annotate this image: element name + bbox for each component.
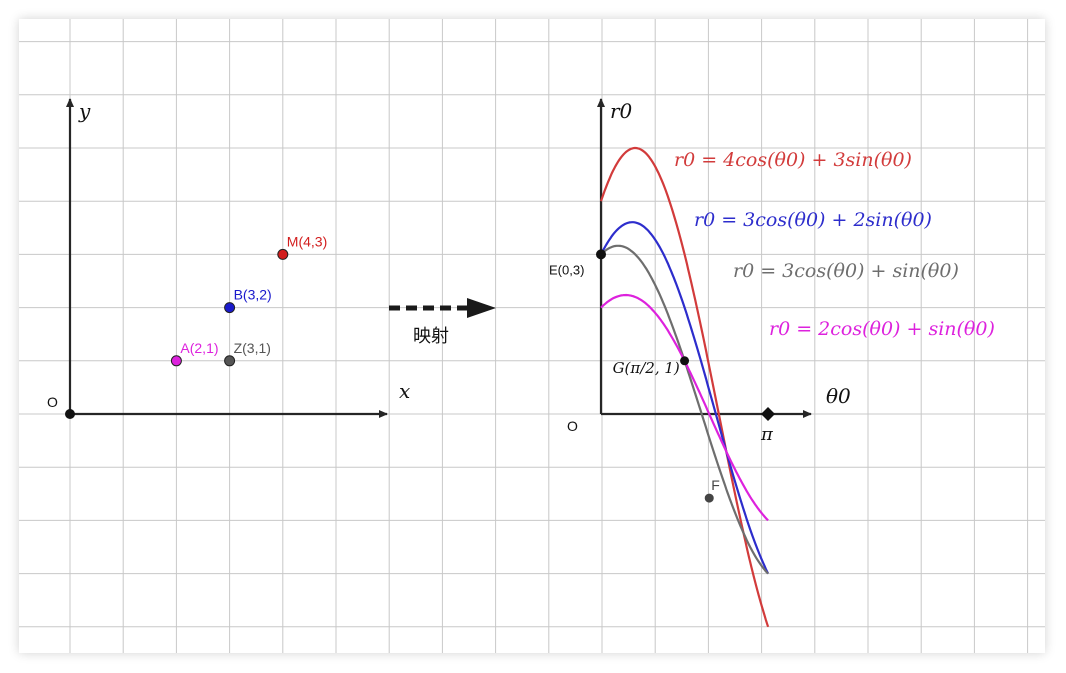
theta-axis-label: θ0 <box>826 384 851 408</box>
geogebra-canvas[interactable]: O x y A(2,1) Z(3,1) B(3,2) M(4,3) 映射 O θ0 r… <box>19 19 1045 653</box>
right-point-label-0: E(0,3) <box>549 262 584 277</box>
right-point-label-1: G(π/2, 1) <box>613 359 680 377</box>
left-origin-point[interactable] <box>65 409 75 419</box>
right-points-layer: E(0,3) G(π/2, 1) F <box>549 249 720 503</box>
right-origin-label: O <box>567 418 578 434</box>
left-point-0[interactable] <box>170 355 182 367</box>
mapping-label: 映射 <box>413 326 449 347</box>
pi-tick-label: π <box>760 424 774 445</box>
equation-label-1: r0 = 3cos(θ0) + 2sin(θ0) <box>694 209 932 231</box>
left-point-2[interactable] <box>224 302 236 314</box>
left-y-axis-label: y <box>78 99 91 123</box>
curve-1[interactable] <box>600 221 770 575</box>
right-point-label-2: F <box>711 477 720 493</box>
left-point-label-1: Z(3,1) <box>234 340 271 356</box>
left-point-label-3: M(4,3) <box>287 233 327 249</box>
right-point-0[interactable] <box>596 249 606 260</box>
left-coordinate-plane: O x y A(2,1) Z(3,1) B(3,2) M(4,3) <box>47 98 410 419</box>
left-point-1[interactable] <box>224 355 236 367</box>
background-grid <box>19 19 1045 653</box>
r-axis-label: r0 <box>610 99 633 123</box>
left-point-label-0: A(2,1) <box>180 340 218 356</box>
curve-0[interactable] <box>599 146 770 628</box>
left-origin-label: O <box>47 394 58 410</box>
pi-marker-diamond <box>761 407 775 421</box>
left-point-3[interactable] <box>277 248 289 260</box>
equation-label-0: r0 = 4cos(θ0) + 3sin(θ0) <box>674 149 912 171</box>
graphics-view[interactable]: O x y A(2,1) Z(3,1) B(3,2) M(4,3) 映射 O θ0 r… <box>19 19 1045 653</box>
left-point-label-2: B(3,2) <box>234 287 272 303</box>
curve-3[interactable] <box>600 293 769 522</box>
mapping-arrow: 映射 <box>389 298 496 347</box>
right-point-2[interactable] <box>704 493 714 503</box>
right-point-1[interactable] <box>680 356 690 366</box>
mapping-arrow-head <box>467 298 496 318</box>
equation-label-2: r0 = 3cos(θ0) + sin(θ0) <box>733 260 959 282</box>
left-x-axis-label: x <box>399 379 410 403</box>
right-parameter-plane: O θ0 r0 π E(0,3) G(π/2, 1) F r0 = 4cos(θ0)… <box>549 98 995 628</box>
equation-label-3: r0 = 2cos(θ0) + sin(θ0) <box>769 318 995 340</box>
equation-labels: r0 = 4cos(θ0) + 3sin(θ0) r0 = 3cos(θ0) + … <box>674 149 995 340</box>
left-points-layer: A(2,1) Z(3,1) B(3,2) M(4,3) <box>170 233 327 367</box>
